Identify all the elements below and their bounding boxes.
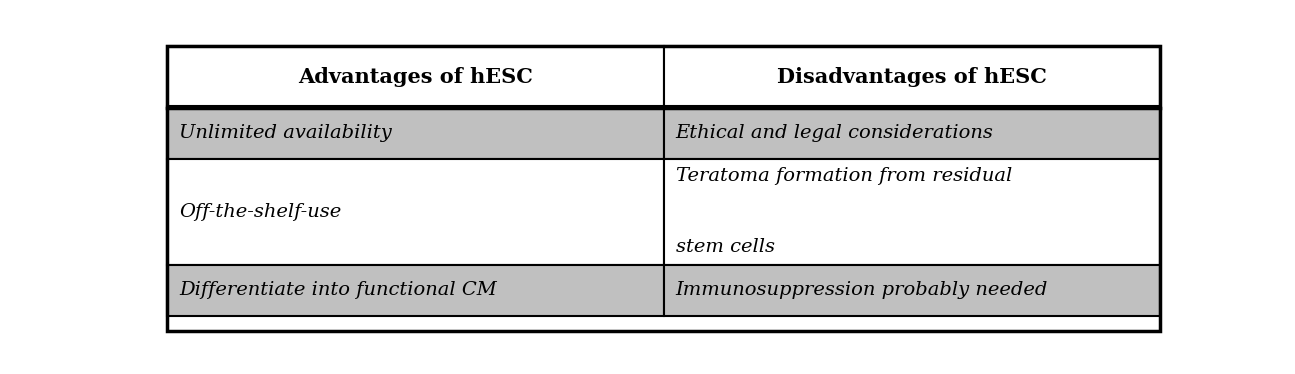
Bar (663, 159, 1160, 265)
Text: Advantages of hESC: Advantages of hESC (298, 67, 532, 87)
Text: Differentiate into functional CM: Differentiate into functional CM (179, 281, 497, 299)
Bar (663, 46, 1160, 108)
Bar (663, 108, 1160, 159)
Bar (663, 265, 1160, 316)
Text: Off-the-shelf-use: Off-the-shelf-use (179, 203, 341, 221)
Text: Disadvantages of hESC: Disadvantages of hESC (777, 67, 1048, 87)
Text: stem cells: stem cells (676, 239, 774, 257)
Bar (167, 46, 663, 108)
Text: Teratoma formation from residual: Teratoma formation from residual (676, 168, 1011, 186)
Bar (167, 108, 663, 159)
Text: Ethical and legal considerations: Ethical and legal considerations (676, 125, 993, 142)
Text: Immunosuppression probably needed: Immunosuppression probably needed (676, 281, 1048, 299)
Text: Unlimited availability: Unlimited availability (179, 125, 391, 142)
Bar (167, 265, 663, 316)
Bar (167, 159, 663, 265)
